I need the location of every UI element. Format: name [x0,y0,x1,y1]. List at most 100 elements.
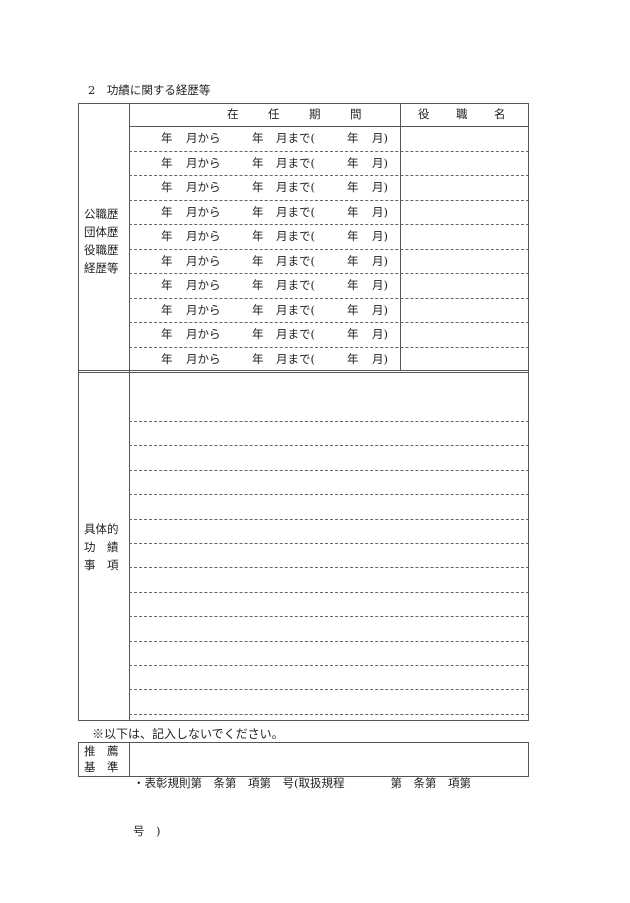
header-char: 在 [227,107,239,121]
row-divider [129,322,529,323]
row-text: 月まで( [276,204,315,219]
row-text: 年 [252,278,264,292]
row-text: 月まで( [276,302,315,317]
writing-line [129,518,529,520]
career-row[interactable]: 年月から年月まで(年月) [129,200,400,224]
label-line: 役職歴 [84,243,119,257]
row-text: 年 [347,131,359,145]
row-text: 年 [252,327,264,341]
writing-line [129,421,529,422]
row-text: 月まで( [276,253,315,268]
row-text: 年 [347,327,359,341]
note-text: ※以下は、記入しないでください。 [92,727,284,741]
divider [129,126,529,127]
career-row-label: 公職歴 団体歴 役職歴 経歴等 [84,205,119,277]
row-text: 年 [161,253,173,268]
writing-line [129,713,529,715]
header-char: 任 [268,107,280,121]
row-text: 月まで( [276,278,315,292]
row-text: 月) [372,302,388,317]
row-divider [129,199,529,201]
career-row[interactable]: 年月から年月まで(年月) [129,298,400,322]
divider [78,370,529,371]
row-text: 月) [372,204,388,219]
header-char: 職 [456,107,468,121]
achievements-label: 具体的 功 績 事 項 [84,520,119,574]
writing-line [129,469,529,471]
recommendation-line: 号 ) [133,824,161,838]
row-text: 年 [252,229,264,243]
row-text: 年 [347,278,359,292]
recommendation-label: 推 薦 基 準 [84,743,119,775]
row-text: 年 [161,229,173,243]
label-line: 経歴等 [84,261,119,275]
row-text: 年 [347,229,359,243]
label-line: 団体歴 [84,225,119,239]
row-text: 月から [186,180,221,194]
row-text: 年 [347,253,359,268]
row-text: 月から [186,253,221,268]
row-text: 年 [161,204,173,219]
career-row[interactable]: 年月から年月まで(年月) [129,273,400,297]
writing-line [129,665,529,666]
row-divider [129,346,529,348]
row-text: 月まで( [276,155,315,170]
row-text: 年 [161,155,173,170]
row-text: 月から [186,351,221,366]
row-text: 月から [186,302,221,317]
writing-line [129,616,529,618]
header-char: 間 [350,107,362,121]
row-text: 年 [252,180,264,194]
writing-line [129,494,529,496]
writing-line [129,445,529,447]
row-text: 月まで( [276,351,315,366]
row-text: 年 [252,204,264,219]
row-text: 月まで( [276,180,315,194]
row-text: 月) [372,229,388,243]
row-text: 月から [186,327,221,341]
row-divider [129,297,529,299]
row-text: 月まで( [276,131,315,145]
writing-line [129,567,529,569]
career-row[interactable]: 年月から年月まで(年月) [129,126,400,150]
row-text: 年 [252,155,264,170]
row-divider [129,248,529,250]
writing-line [129,591,529,593]
row-text: 月から [186,229,221,243]
divider [400,103,401,371]
career-row[interactable]: 年月から年月まで(年月) [129,151,400,175]
row-text: 年 [161,278,173,292]
row-text: 年 [161,351,173,366]
role-header: 役 職 名 [400,103,528,126]
career-row[interactable]: 年月から年月まで(年月) [129,347,400,371]
row-text: 月まで( [276,229,315,243]
recommendation-line: ・表彰規則第 条第 項第 号(取扱規程 第 条第 項第 [133,776,471,790]
row-text: 年 [161,327,173,341]
row-text: 月から [186,278,221,292]
row-text: 月) [372,155,388,170]
career-row[interactable]: 年月から年月まで(年月) [129,322,400,346]
divider [129,103,130,721]
label-line: 推 薦 [84,744,119,758]
label-line: 公職歴 [84,207,119,221]
row-text: 月) [372,351,388,366]
writing-line [129,543,529,544]
career-row[interactable]: 年月から年月まで(年月) [129,249,400,273]
row-divider [129,273,529,274]
header-char: 期 [309,107,321,121]
header-char: 役 [418,107,430,121]
career-row[interactable]: 年月から年月まで(年月) [129,224,400,248]
header-char: 名 [494,107,506,121]
row-text: 月) [372,278,388,292]
row-text: 年 [252,131,264,145]
divider [78,372,529,373]
row-text: 月まで( [276,327,315,341]
career-row[interactable]: 年月から年月まで(年月) [129,175,400,199]
row-text: 年 [161,302,173,317]
row-text: 年 [347,180,359,194]
row-text: 年 [161,180,173,194]
label-line: 具体的 [84,522,119,536]
recommendation-table [78,742,529,777]
label-line: 功 績 [84,540,119,554]
